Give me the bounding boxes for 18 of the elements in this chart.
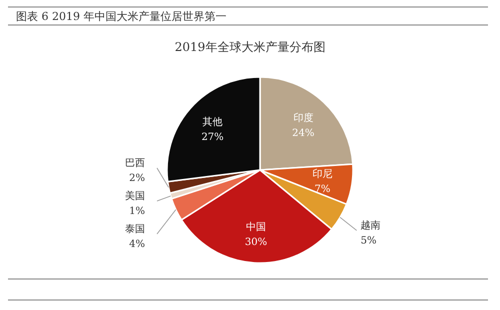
data-label: 7% [314,184,330,195]
data-label: 27% [201,132,224,144]
slice-label: 美国 [125,190,145,202]
data-label: 1% [129,206,145,217]
data-label: 30% [244,237,268,248]
slice-label: 越南 [360,219,381,232]
data-label: 4% [129,239,145,250]
slice-label: 泰国 [125,224,145,235]
data-label: 24% [292,128,314,139]
slice-label: 其他 [202,116,223,128]
slice-label: 印尼 [312,168,332,180]
slice-label: 印度 [293,112,314,124]
slice-label: 巴西 [125,158,145,169]
slice-label: 中国 [246,221,266,234]
chart-subtitle: 2019年全球大米产量分布图 [174,40,326,54]
chart-title: 图表 6 2019 年中国大米产量位居世界第一 [16,10,226,23]
data-label: 5% [360,235,377,246]
data-label: 2% [129,173,145,184]
